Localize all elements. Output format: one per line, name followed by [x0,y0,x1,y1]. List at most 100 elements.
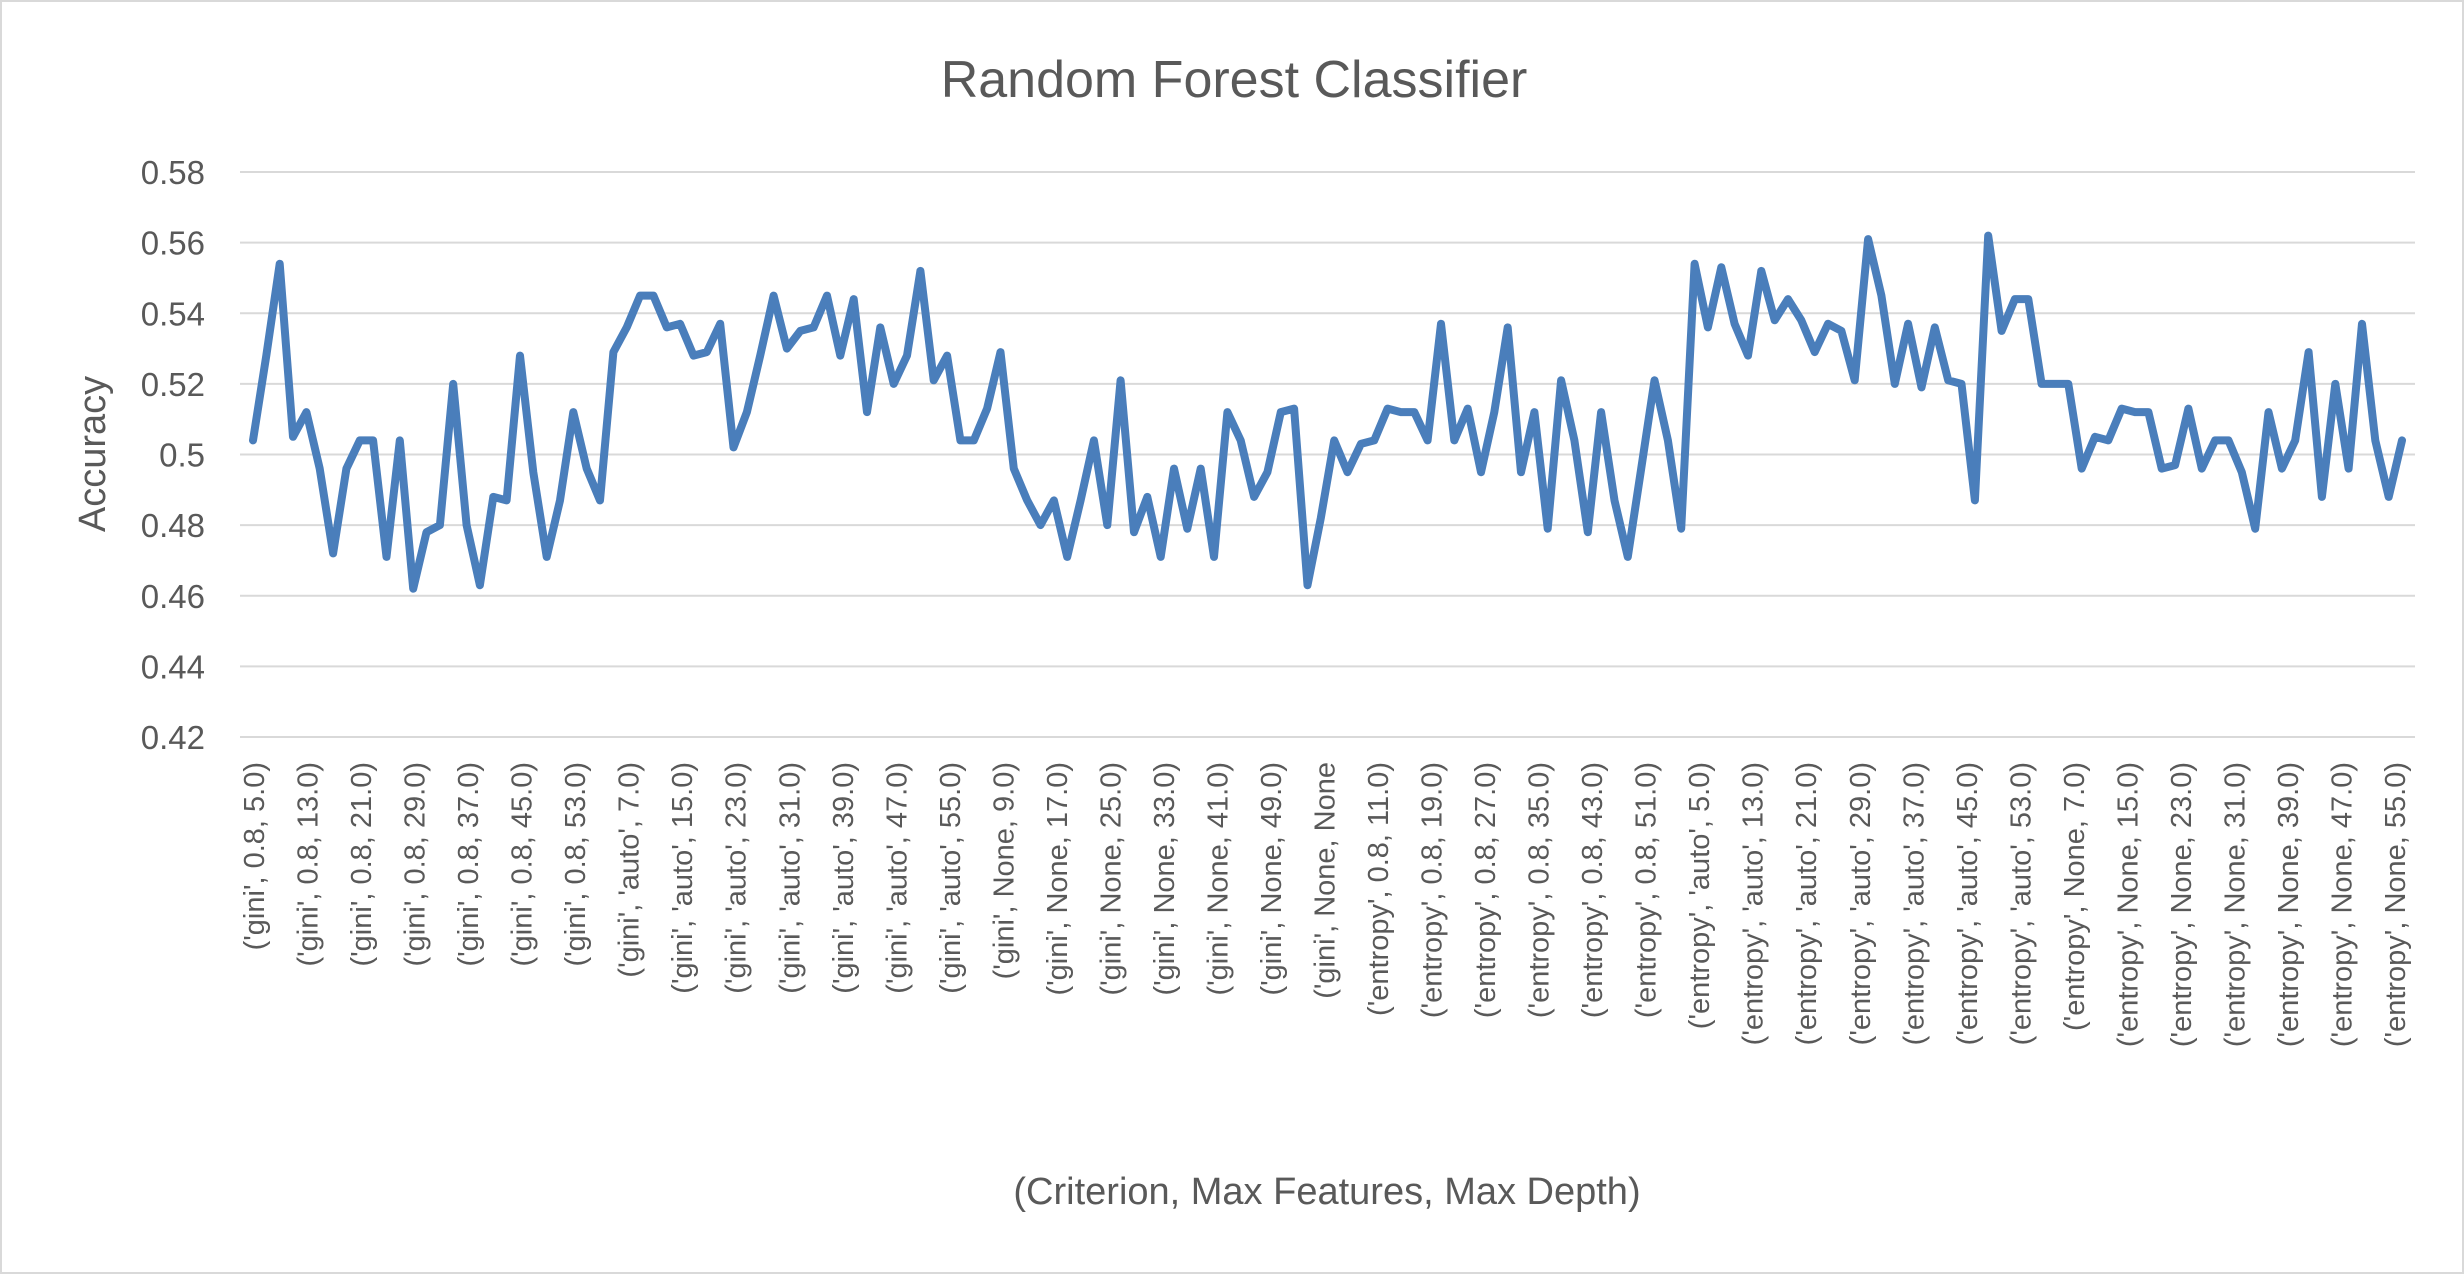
x-tick-label: ('gini', 0.8, 53.0) [560,762,592,967]
data-point [1293,408,1295,410]
data-point [986,408,988,410]
x-tick-label: ('gini', None, 9.0) [988,762,1020,979]
data-point [599,499,601,501]
data-point [2294,439,2296,441]
x-tick-label: ('entropy', 0.8, 19.0) [1417,762,1449,1018]
data-point [2121,408,2123,410]
data-point [1173,468,1175,470]
x-tick-label: ('entropy', 'auto', 37.0) [1898,762,1930,1045]
data-point [866,411,868,413]
data-point [786,348,788,350]
data-point [1974,499,1976,501]
data-point [746,411,748,413]
data-point [2361,323,2363,325]
x-tick-label: ('entropy', None, 7.0) [2059,762,2091,1031]
data-point [973,439,975,441]
data-point [679,323,681,325]
data-point [2054,383,2056,385]
data-point [452,383,454,385]
data-point [946,355,948,357]
data-point [1120,379,1122,381]
data-point [2334,383,2336,385]
data-point [1480,471,1482,473]
data-point [2348,468,2350,470]
data-point [1987,235,1989,237]
data-point [1921,386,1923,388]
data-point [2094,436,2096,438]
data-point [1720,266,1722,268]
data-point [572,411,574,413]
data-point [2228,439,2230,441]
data-point [2241,471,2243,473]
data-point [1587,531,1589,533]
data-point [1640,468,1642,470]
x-tick-label: ('gini', None, 25.0) [1095,762,1127,996]
data-point [1814,351,1816,353]
data-point [1133,531,1135,533]
data-point [1627,556,1629,558]
data-point [1600,411,1602,413]
data-point [839,355,841,357]
x-tick-label: ('gini', None, 33.0) [1149,762,1181,996]
x-tick-label: ('gini', 0.8, 5.0) [239,762,271,950]
data-point [399,439,401,441]
data-point [1680,528,1682,530]
data-point [2041,383,2043,385]
x-tick-label: ('entropy', None, 55.0) [2380,762,2412,1047]
data-point [1413,411,1415,413]
data-point [612,351,614,353]
x-tick-label: ('entropy', None, 47.0) [2327,762,2359,1047]
data-point [639,295,641,297]
data-point [586,468,588,470]
x-tick-label: ('gini', 'auto', 7.0) [614,762,646,978]
data-point [1827,323,1829,325]
y-tick-label: 0.42 [141,719,205,756]
data-point [2147,411,2149,413]
data-point [813,326,815,328]
data-point [2027,298,2029,300]
data-point [546,556,548,558]
x-tick-label: ('entropy', 0.8, 35.0) [1524,762,1556,1018]
data-point [666,326,668,328]
data-point [733,446,735,448]
x-tick-label: ('entropy', 'auto', 45.0) [1952,762,1984,1045]
data-point [1533,411,1535,413]
data-point [2134,411,2136,413]
data-point [252,439,254,441]
data-point [1093,439,1095,441]
data-point [466,524,468,526]
data-point [1947,379,1949,381]
data-point [719,323,721,325]
data-point [933,379,935,381]
y-tick-label: 0.5 [159,437,205,474]
data-point [345,468,347,470]
data-point [1854,379,1856,381]
data-point [386,556,388,558]
y-tick-label: 0.56 [141,225,205,262]
data-point [1000,351,1002,353]
data-point [2401,439,2403,441]
data-point [279,263,281,265]
data-point [2107,439,2109,441]
data-point [1760,270,1762,272]
data-point [2174,464,2176,466]
data-point [1333,439,1335,441]
data-point [1800,319,1802,321]
data-point [2081,468,2083,470]
data-point [1560,379,1562,381]
data-point [492,496,494,498]
x-tick-label: ('entropy', 0.8, 11.0) [1363,762,1395,1016]
data-point [1053,499,1055,501]
data-point [1200,468,1202,470]
data-point [759,355,761,357]
data-point [532,471,534,473]
data-point [2001,330,2003,332]
data-point [2281,468,2283,470]
data-point [1280,411,1282,413]
data-point [265,355,267,357]
x-tick-label: ('entropy', None, 31.0) [2219,762,2251,1047]
data-point [1707,326,1709,328]
data-point [372,439,374,441]
data-point [1493,411,1495,413]
data-point [1547,528,1549,530]
